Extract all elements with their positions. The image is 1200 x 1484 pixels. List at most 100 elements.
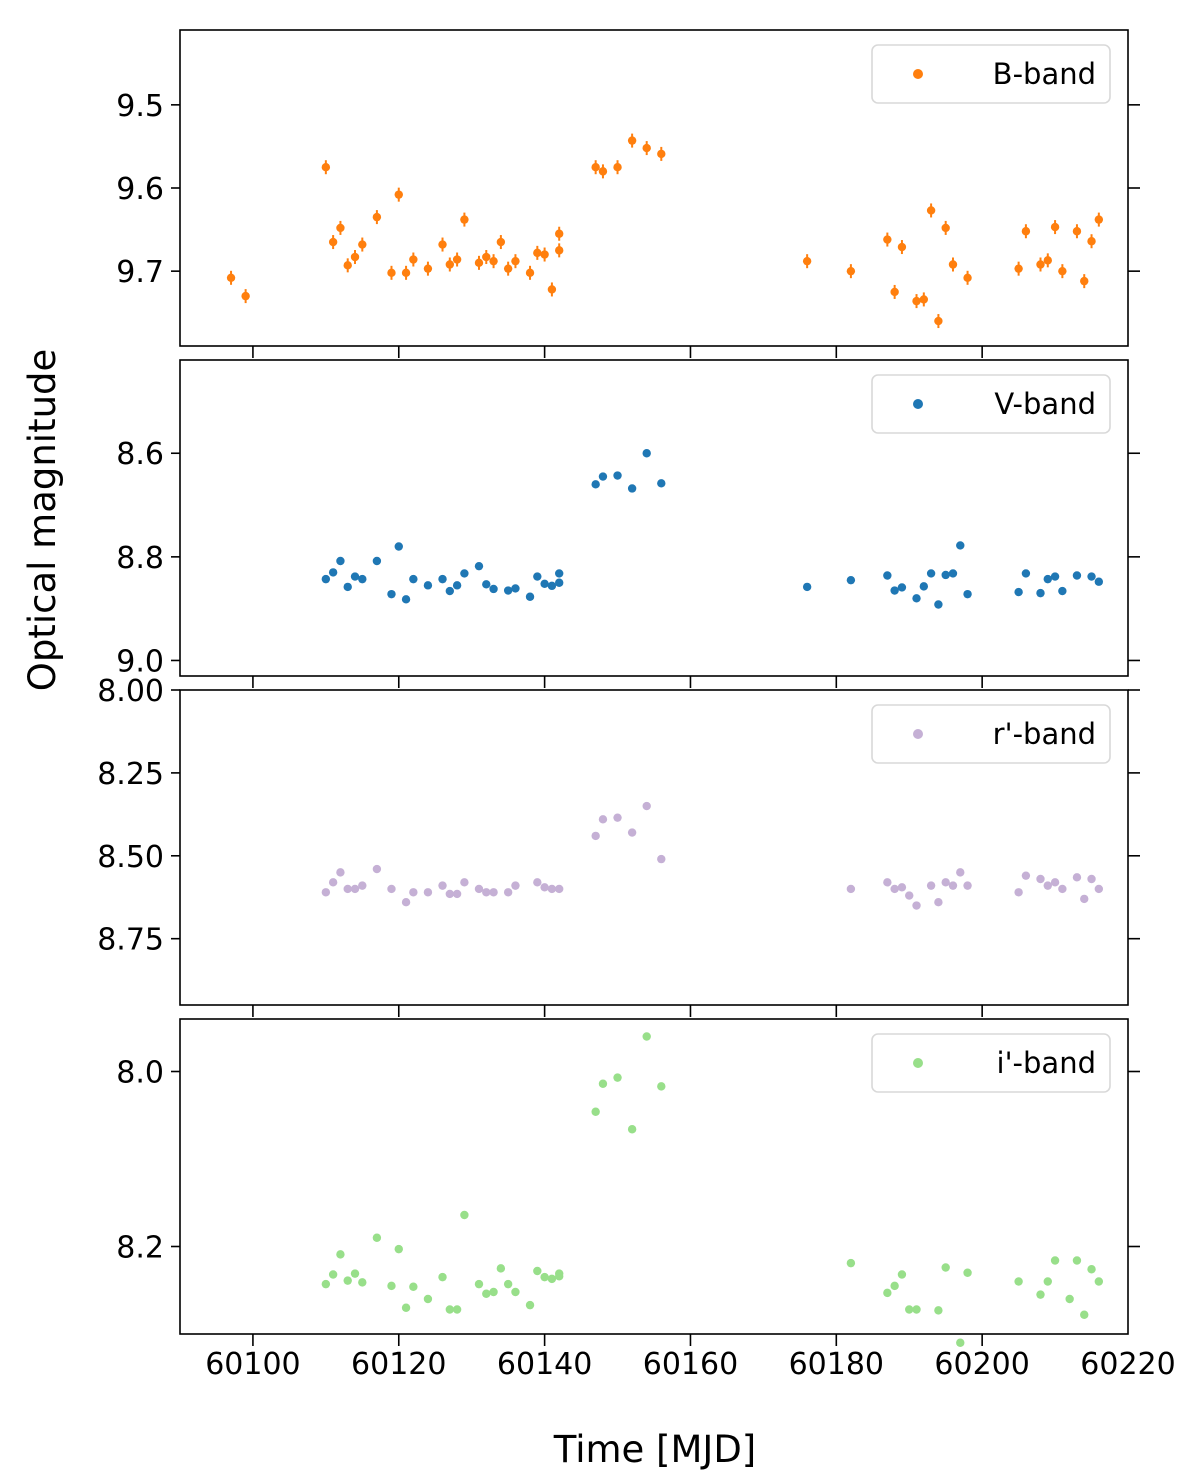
data-point [489,256,498,266]
y-tick-label: 9.6 [116,172,164,207]
data-point [1065,1294,1074,1304]
data-point [423,1294,433,1304]
data-point [883,235,892,244]
data-point [350,572,360,581]
data-point [613,813,622,822]
y-axis-label: Optical magnitude [21,349,64,692]
data-point [328,568,338,577]
data-point [883,1288,892,1298]
data-point [394,542,403,551]
data-point [1021,227,1031,236]
data-point [423,264,433,273]
data-point [897,1270,907,1279]
data-point [846,266,856,276]
data-point [343,582,352,592]
data-point [846,1258,856,1268]
y-tick-label: 9.0 [116,644,164,679]
data-point [409,574,418,584]
data-point [1050,572,1060,581]
data-point [591,831,600,841]
data-point [241,291,250,301]
data-point [963,273,972,283]
legend: i'-band [871,1033,1111,1093]
data-point [555,578,564,587]
legend-box [871,44,1111,104]
data-point [926,881,936,890]
data-point [321,888,331,897]
data-point [372,556,382,566]
data-point [1094,215,1104,224]
data-point [627,828,637,837]
data-point [948,569,958,578]
series-3 [321,1032,1104,1347]
panels: 9.59.69.7B-band8.68.89.0V-band8.008.258.… [97,29,1140,1347]
data-point [336,556,345,566]
data-point [912,296,921,306]
data-point [1014,1277,1023,1286]
x-tick-label: 60200 [934,1347,1029,1382]
panel-frame [179,1018,1129,1335]
data-point [1043,1277,1052,1286]
data-point [401,595,411,604]
data-point [642,143,651,153]
data-point [394,1244,403,1254]
data-point [350,252,360,262]
data-point [445,889,455,899]
panel-0: 9.5 9.6 9.7 B-band [116,29,1140,358]
data-point [401,268,411,278]
data-point [1080,1310,1089,1319]
y-tick-label: 8.8 [116,541,164,576]
data-point [336,1250,345,1259]
data-point [956,541,965,550]
x-axis-label: Time [MJD] [553,1428,757,1471]
data-point [1014,264,1023,273]
y-tick-label: 9.5 [116,89,164,124]
data-point [474,1279,484,1289]
data-point [372,864,382,874]
data-point [343,261,352,270]
data-point [846,575,856,585]
data-point [1087,237,1096,246]
data-point [438,240,447,249]
data-point [912,901,921,910]
x-tick-label: 60120 [351,1347,446,1382]
data-point [919,582,929,591]
legend: B-band [871,44,1111,104]
data-point [343,884,352,894]
y-tick-label: 8.75 [97,923,164,958]
legend-label: r'-band [993,717,1096,751]
data-point [452,889,462,899]
data-point [328,237,338,247]
legend-label: V-band [994,387,1096,421]
data-point [489,584,498,594]
data-point [642,449,651,458]
data-point [956,1338,965,1347]
data-point [460,215,469,224]
legend: V-band [871,374,1111,434]
data-point [321,1279,331,1289]
data-point [1036,874,1045,884]
data-point [496,237,506,247]
data-point [1043,256,1052,265]
data-point [948,881,958,890]
data-point [1058,586,1067,596]
data-point [926,206,936,215]
data-point [598,815,608,824]
data-point [1094,1277,1104,1286]
y-tick-label: 8.00 [97,674,164,709]
legend-box [871,1033,1111,1093]
data-point [941,223,950,233]
data-point [358,1278,367,1287]
data-point [1036,1290,1045,1299]
data-point [1087,572,1096,581]
data-point [525,1300,535,1310]
data-point [452,581,462,590]
data-point [956,868,965,877]
data-point [890,1281,899,1291]
data-point [482,580,491,589]
data-point [387,268,396,278]
data-point [613,471,622,480]
data-point [525,268,535,278]
panel-2: 8.00 8.25 8.50 8.75 r'-band [97,674,1140,1017]
